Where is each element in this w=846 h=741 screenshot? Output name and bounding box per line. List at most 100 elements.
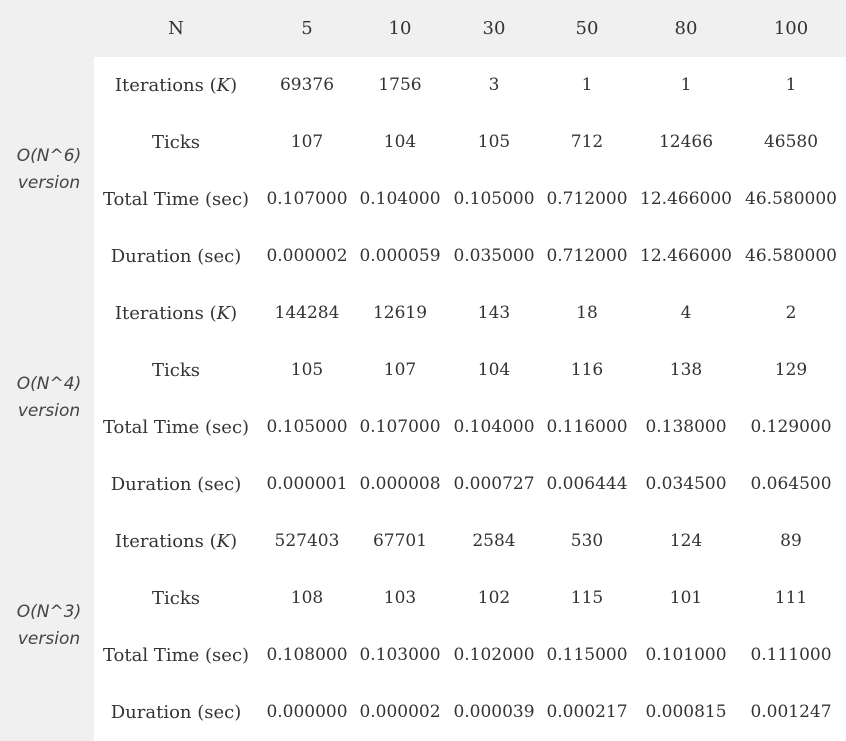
table-cell: 4: [680, 303, 692, 323]
table-cell: 712: [570, 132, 604, 152]
table-cell: 0.000727: [453, 474, 535, 494]
table-cell: 89: [780, 531, 802, 551]
table-cell: 0.000217: [546, 702, 628, 722]
group-label-line: version: [17, 401, 81, 421]
group-label-line: version: [17, 173, 81, 193]
table-cell: 116: [570, 360, 604, 380]
header-n-value: 10: [388, 18, 412, 39]
table-cell: 138: [669, 360, 703, 380]
header-row-background: [94, 0, 846, 57]
header-n-value: 50: [575, 18, 599, 39]
row-label: Iterations (K): [114, 531, 238, 552]
table-cell: 67701: [372, 531, 428, 551]
group-label-column: [0, 0, 94, 741]
row-label: Ticks: [152, 360, 200, 381]
table-cell: 115: [570, 588, 604, 608]
table-cell: 0.001247: [750, 702, 832, 722]
table-cell: 12.466000: [640, 189, 732, 209]
table-cell: 0.000001: [266, 474, 348, 494]
table-cell: 530: [570, 531, 604, 551]
table-cell: 0.105000: [453, 189, 535, 209]
table-cell: 124: [669, 531, 703, 551]
row-label: Iterations (K): [114, 75, 238, 96]
row-label: Total Time (sec): [102, 189, 250, 210]
table-cell: 107: [290, 132, 324, 152]
table-cell: 101: [669, 588, 703, 608]
table-cell: 0.102000: [453, 645, 535, 665]
table-cell: 0.104000: [453, 417, 535, 437]
table-cell: 0.712000: [546, 189, 628, 209]
table-cell: 0.104000: [359, 189, 441, 209]
table-cell: 104: [383, 132, 417, 152]
group-label-line: version: [17, 629, 81, 649]
table-cell: 1: [785, 75, 797, 95]
table-cell: 0.000815: [645, 702, 727, 722]
table-cell: 144284: [274, 303, 340, 323]
group-label-line: O(N^6): [16, 146, 82, 166]
table-cell: 527403: [274, 531, 340, 551]
table-cell: 0.105000: [266, 417, 348, 437]
row-label: Duration (sec): [110, 702, 242, 723]
table-cell: 111: [774, 588, 808, 608]
header-n-label: N: [168, 18, 184, 39]
table-cell: 1756: [378, 75, 422, 95]
row-label: Duration (sec): [110, 246, 242, 267]
group-label-n6: O(N^6) version: [0, 143, 98, 197]
table-cell: 0.111000: [750, 645, 832, 665]
table-cell: 1: [680, 75, 692, 95]
table-cell: 0.115000: [546, 645, 628, 665]
row-label: Iterations (K): [114, 303, 238, 324]
table-cell: 0.108000: [266, 645, 348, 665]
table-cell: 0.006444: [546, 474, 628, 494]
table-cell: 12619: [372, 303, 428, 323]
group-label-n3: O(N^3) version: [0, 599, 98, 653]
header-n-value: 80: [674, 18, 698, 39]
table-cell: 0.107000: [359, 417, 441, 437]
table-cell: 107: [383, 360, 417, 380]
table-cell: 143: [477, 303, 511, 323]
table-cell: 12466: [658, 132, 714, 152]
table-cell: 46.580000: [745, 246, 837, 266]
row-label: Total Time (sec): [102, 417, 250, 438]
table-cell: 0.107000: [266, 189, 348, 209]
table-cell: 46.580000: [745, 189, 837, 209]
table-cell: 104: [477, 360, 511, 380]
row-label: Duration (sec): [110, 474, 242, 495]
table-cell: 102: [477, 588, 511, 608]
table-cell: 1: [581, 75, 593, 95]
table-cell: 105: [290, 360, 324, 380]
table-cell: 0.000002: [359, 702, 441, 722]
table-cell: 103: [383, 588, 417, 608]
table-cell: 129: [774, 360, 808, 380]
header-n-value: 30: [482, 18, 506, 39]
table-cell: 0.103000: [359, 645, 441, 665]
table-cell: 0.101000: [645, 645, 727, 665]
table-cell: 0.035000: [453, 246, 535, 266]
table-cell: 0.116000: [546, 417, 628, 437]
table-cell: 105: [477, 132, 511, 152]
table-cell: 0.064500: [750, 474, 832, 494]
table-cell: 0.034500: [645, 474, 727, 494]
row-label: Total Time (sec): [102, 645, 250, 666]
table-cell: 69376: [279, 75, 335, 95]
group-label-line: O(N^3): [16, 602, 82, 622]
table-cell: 0.000000: [266, 702, 348, 722]
header-n-value: 5: [301, 18, 313, 39]
table-cell: 0.000039: [453, 702, 535, 722]
table-cell: 0.000059: [359, 246, 441, 266]
header-n-value: 100: [773, 18, 809, 39]
table-cell: 0.129000: [750, 417, 832, 437]
group-label-line: O(N^4): [16, 374, 82, 394]
table-cell: 3: [488, 75, 500, 95]
table-cell: 2: [785, 303, 797, 323]
row-label: Ticks: [152, 132, 200, 153]
table-cell: 108: [290, 588, 324, 608]
table-cell: 2584: [472, 531, 516, 551]
table-cell: 0.712000: [546, 246, 628, 266]
table-cell: 0.138000: [645, 417, 727, 437]
table-cell: 18: [576, 303, 598, 323]
table-cell: 12.466000: [640, 246, 732, 266]
row-label: Ticks: [152, 588, 200, 609]
table-cell: 46580: [763, 132, 819, 152]
